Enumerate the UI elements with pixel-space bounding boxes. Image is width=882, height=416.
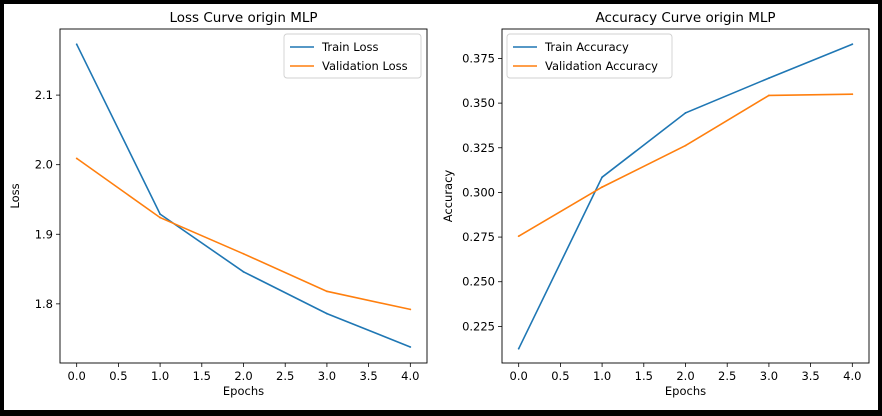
chart-2-ytick-label: 0.300 — [462, 185, 495, 199]
chart-2-xlabel: Epochs — [665, 384, 706, 398]
chart-1-ylabel: Loss — [8, 183, 22, 208]
chart-1-xtick-label: 1.5 — [193, 369, 211, 383]
chart-1-frame — [59, 28, 428, 364]
chart-2-ylabel: Accuracy — [441, 170, 455, 223]
chart-1-series-2-point — [159, 216, 161, 219]
chart-1-xtick-label: 3.0 — [318, 369, 336, 383]
chart-2-ytick-label: 0.250 — [462, 275, 495, 289]
chart-2-frame — [501, 28, 870, 364]
chart-2-legend-box — [506, 33, 673, 79]
chart-2-legend-label: Train Accuracy — [544, 40, 629, 54]
chart-2-title: Accuracy Curve origin MLP — [595, 10, 775, 26]
chart-1-title: Loss Curve origin MLP — [169, 10, 317, 26]
chart-2-ytick-label: 0.225 — [462, 319, 495, 333]
chart-1-ytick-label: 1.9 — [35, 227, 53, 241]
chart-2-xtick-label: 3.5 — [801, 369, 819, 383]
chart-1-ytick-label: 2.0 — [35, 158, 53, 172]
chart-1-series-2-point — [75, 157, 78, 160]
chart-1-xtick-label: 2.5 — [276, 369, 294, 383]
chart-1-xtick-label: 0.5 — [109, 369, 127, 383]
chart-1-legend-box — [283, 33, 422, 79]
chart-1-xtick-label: 1.0 — [151, 369, 169, 383]
chart-2-xtick-label: 1.0 — [593, 369, 611, 383]
chart-2-xtick-label: 2.0 — [676, 369, 694, 383]
chart-1-series-2-point — [409, 308, 412, 311]
chart-1-xlabel: Epochs — [223, 384, 264, 398]
chart-1-series-1-point — [326, 312, 328, 315]
chart-1-series-1-point — [242, 270, 245, 273]
figure: Loss Curve origin MLP 0.0 0.5 1.0 1.5 2.0 2.5 3… — [4, 4, 878, 410]
chart-1-series-1-point — [75, 43, 78, 46]
chart-1-ytick-label: 1.8 — [35, 297, 53, 311]
chart-1-xtick-label: 4.0 — [401, 369, 419, 383]
chart-1-xtick-label: 3.5 — [359, 369, 377, 383]
chart-2-xtick-label: 2.5 — [718, 369, 736, 383]
chart-2-series-1-point — [768, 77, 770, 80]
chart-1-ytick-label: 2.1 — [35, 88, 53, 102]
chart-2-series-2-line — [518, 93, 853, 237]
chart-2-series-1-point — [684, 112, 687, 114]
chart-2-xtick-label: 0.5 — [551, 369, 569, 383]
chart-2-xtick-label: 3.0 — [760, 369, 778, 383]
chart-2-ytick-label: 0.275 — [462, 230, 495, 244]
chart-1-series-2-point — [326, 290, 328, 293]
chart-2-xtick-label: 1.5 — [635, 369, 653, 383]
chart-2-series-1-line — [517, 43, 853, 350]
chart-2-ytick-label: 0.325 — [462, 141, 495, 155]
chart-2-series-2-point — [601, 186, 603, 188]
chart-2-xtick-label: 4.0 — [843, 369, 861, 383]
chart-1-legend-label: Train Loss — [321, 40, 378, 54]
chart-2-series-2-point — [768, 94, 770, 97]
chart-2-series-2-point — [684, 144, 687, 147]
chart-2-legend-label: Validation Accuracy — [545, 59, 658, 73]
chart-2-series-1-point — [517, 347, 520, 350]
chart-2-series-1-point — [851, 43, 854, 46]
chart-1-xtick-label: 2.0 — [234, 369, 252, 383]
chart-2-xtick-label: 0.0 — [510, 369, 528, 383]
chart-2-ytick-label: 0.350 — [462, 96, 495, 110]
chart-2-series-2-point — [851, 93, 854, 96]
chart-1-legend-label: Validation Loss — [322, 59, 408, 73]
chart-1-series-1-point — [409, 346, 412, 348]
chart-2-ytick-label: 0.375 — [462, 51, 495, 65]
charts-canvas: Loss Curve origin MLP 0.0 0.5 1.0 1.5 2.0 2.5 3… — [8, 10, 870, 398]
chart-2-series-2-point — [517, 235, 520, 238]
chart-1-series-2-point — [242, 252, 245, 255]
chart-1-series-2-line — [76, 157, 411, 311]
chart-1-series-1-point — [159, 213, 161, 215]
chart-2-series-1-point — [601, 176, 603, 179]
chart-1-xtick-label: 0.0 — [68, 369, 86, 383]
chart-1-series-1-line — [75, 43, 411, 348]
